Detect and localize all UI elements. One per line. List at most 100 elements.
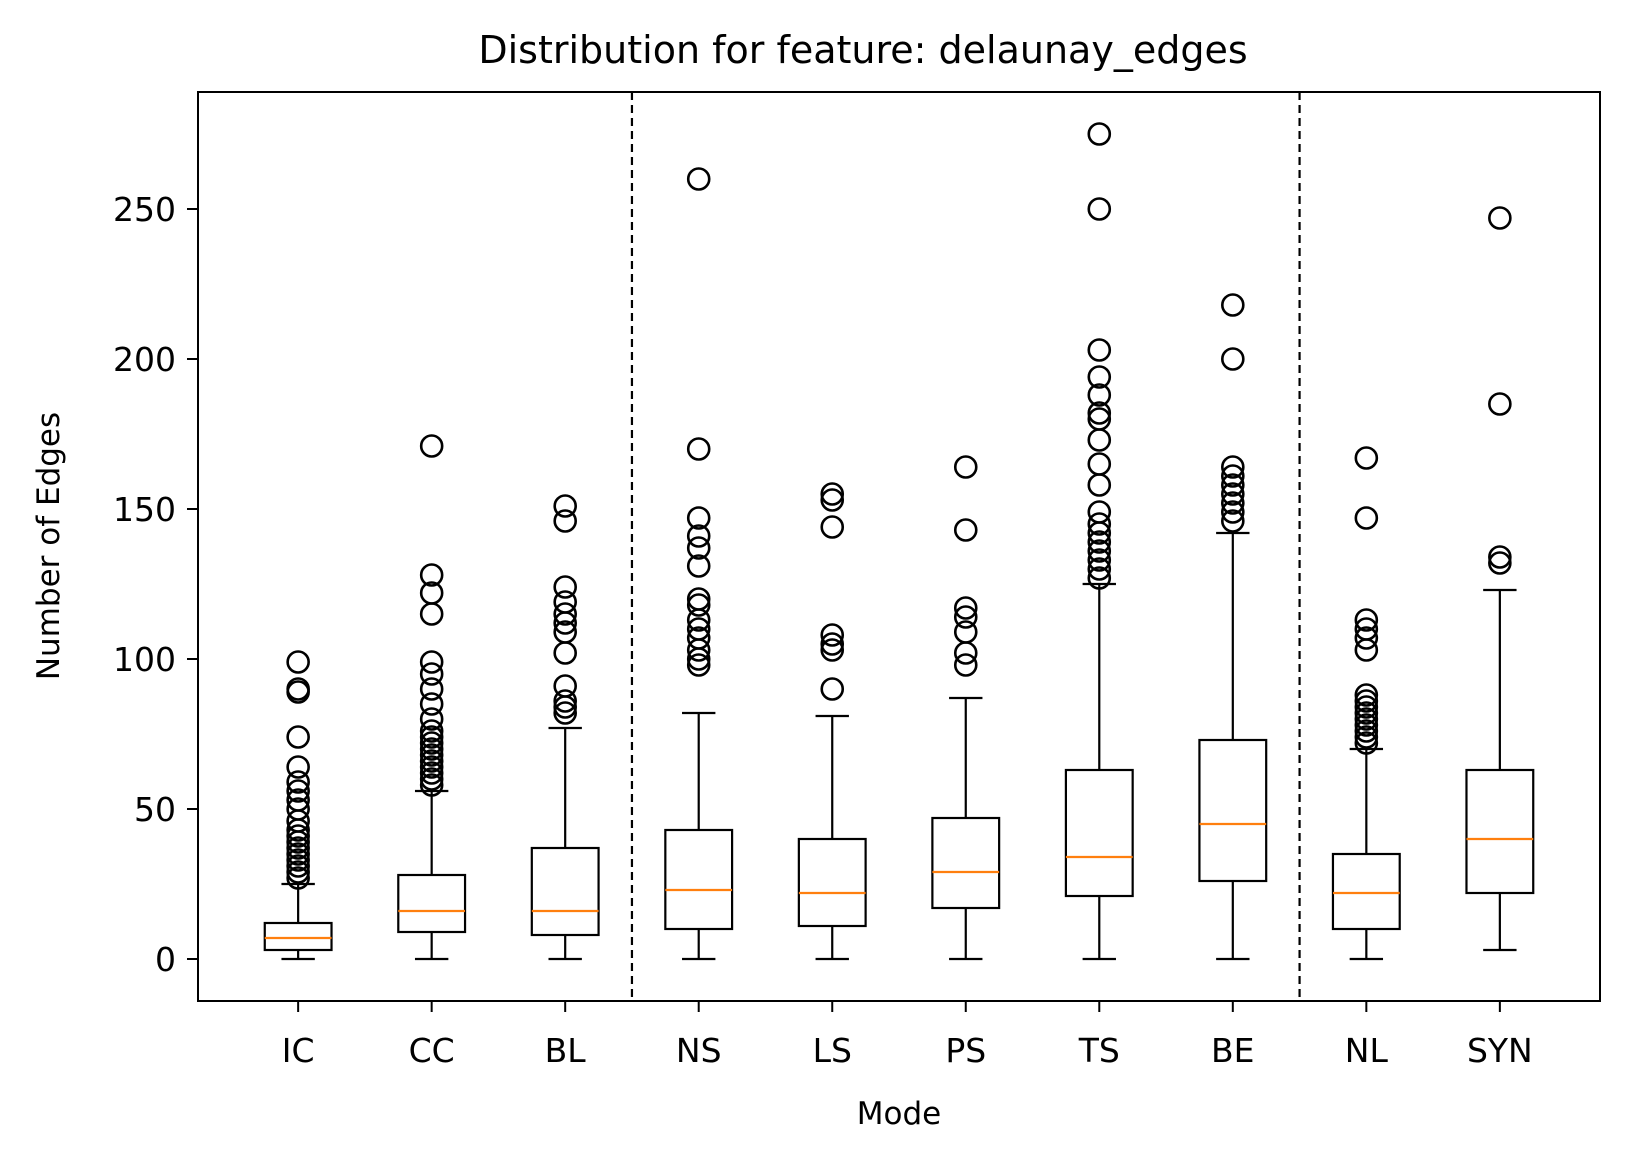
outlier-point	[419, 581, 444, 605]
outlier-point	[1087, 407, 1112, 431]
outlier-point	[1354, 707, 1379, 731]
x-tick-label: BE	[1211, 1031, 1255, 1070]
x-axis-label: Mode	[857, 1096, 941, 1132]
outlier-point	[1354, 701, 1379, 725]
x-tick-label: NS	[676, 1031, 722, 1070]
outlier-point	[686, 554, 711, 578]
y-tick-label: 250	[113, 190, 176, 229]
outlier-point	[1087, 500, 1112, 524]
outlier-point	[953, 605, 978, 629]
outlier-point	[1221, 491, 1245, 515]
box-group-ic	[263, 650, 333, 961]
outlier-point	[686, 587, 711, 611]
outlier-point	[1087, 122, 1112, 146]
box	[1064, 768, 1134, 898]
y-tick-label: 200	[113, 340, 176, 379]
outlier-point	[1488, 545, 1512, 569]
outlier-point	[553, 701, 577, 725]
outlier-point	[953, 596, 978, 620]
outlier-point	[286, 824, 310, 848]
outlier-point	[1087, 428, 1112, 452]
box	[664, 828, 734, 931]
y-axis-label: Number of Edges	[31, 412, 67, 680]
outlier-point	[419, 650, 444, 674]
box	[1465, 768, 1535, 895]
box-group-ns	[664, 167, 734, 961]
outlier-point	[1354, 683, 1379, 707]
outlier-point	[1087, 338, 1112, 362]
outlier-point	[553, 509, 577, 533]
outlier-point	[820, 482, 845, 506]
outlier-point	[1221, 455, 1245, 479]
outlier-point	[1087, 365, 1112, 389]
outlier-point	[686, 167, 711, 191]
outlier-point	[419, 692, 444, 716]
box	[397, 873, 467, 934]
outlier-point	[286, 677, 310, 701]
box-group-be	[1198, 293, 1268, 961]
outlier-point	[1087, 197, 1112, 221]
outlier-point	[1354, 689, 1379, 713]
outlier-point	[419, 755, 444, 779]
outlier-point	[1087, 548, 1112, 572]
box-group-ts	[1064, 122, 1134, 961]
outlier-point	[686, 626, 711, 650]
outlier-point	[953, 620, 978, 644]
y-tick-label: 150	[113, 490, 176, 529]
outlier-point	[1488, 206, 1512, 230]
outlier-point	[1221, 500, 1245, 524]
box	[797, 837, 867, 928]
axes-frame	[197, 91, 1601, 1002]
outlier-point	[820, 638, 845, 662]
x-tick-label: CC	[409, 1031, 455, 1070]
outlier-point	[953, 455, 978, 479]
outlier-point	[1354, 713, 1379, 737]
outlier-point	[1354, 719, 1379, 743]
outlier-point	[820, 623, 845, 647]
outlier-point	[1354, 617, 1379, 641]
x-tick-label: IC	[282, 1031, 315, 1070]
box	[263, 921, 333, 952]
plot-area	[263, 92, 1535, 1001]
outlier-point	[820, 515, 845, 539]
outlier-point	[553, 674, 577, 698]
outlier-point	[1221, 509, 1245, 533]
outlier-point	[553, 575, 577, 599]
outlier-point	[419, 731, 444, 755]
outlier-point	[419, 743, 444, 767]
outlier-point	[686, 593, 711, 617]
outlier-point	[1354, 446, 1379, 470]
box	[1198, 738, 1268, 883]
outlier-point	[286, 779, 310, 803]
outlier-point	[1087, 539, 1112, 563]
x-tick-label: PS	[945, 1031, 986, 1070]
outlier-point	[419, 761, 444, 785]
outlier-point	[553, 689, 577, 713]
x-axis: IC CC BL NS LS PS TS BE NL SYN	[282, 1001, 1533, 1070]
outlier-point	[286, 842, 310, 866]
outlier-point	[953, 518, 978, 542]
outlier-point	[820, 677, 845, 701]
x-tick-label: SYN	[1467, 1031, 1533, 1070]
y-tick-label: 100	[113, 640, 176, 679]
outlier-point	[1354, 695, 1379, 719]
outlier-point	[820, 488, 845, 512]
outlier-point	[1221, 347, 1245, 371]
outlier-point	[1087, 512, 1112, 536]
outlier-point	[1087, 566, 1112, 590]
x-tick-label: LS	[813, 1031, 852, 1070]
outlier-point	[286, 797, 310, 821]
box	[530, 846, 600, 937]
outlier-point	[1354, 506, 1379, 530]
outlier-point	[1221, 464, 1245, 488]
y-axis: 0 50 100 150 200 250	[113, 190, 198, 979]
box-group-ps	[931, 455, 1001, 961]
outlier-point	[419, 767, 444, 791]
outlier-point	[419, 725, 444, 749]
x-tick-label: BL	[545, 1031, 587, 1070]
outlier-point	[953, 653, 978, 677]
box-group-nl	[1331, 446, 1401, 961]
outlier-point	[686, 617, 711, 641]
outlier-point	[419, 434, 444, 458]
outlier-point	[553, 620, 577, 644]
